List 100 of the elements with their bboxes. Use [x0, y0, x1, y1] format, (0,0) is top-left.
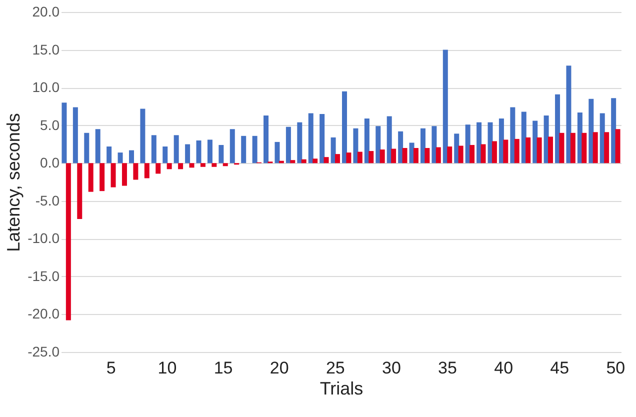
bar — [480, 144, 486, 164]
bar — [162, 146, 168, 164]
bar — [297, 122, 302, 164]
y-tick-label: 15.0 — [32, 41, 60, 58]
bar — [413, 148, 418, 164]
bar — [380, 150, 385, 164]
bar — [301, 159, 306, 164]
x-tick-label: 45 — [550, 358, 570, 378]
bar — [151, 135, 156, 164]
bar — [185, 144, 190, 164]
bar — [588, 98, 594, 164]
bar — [548, 136, 554, 164]
x-tick-label: 35 — [438, 358, 457, 378]
bar — [436, 147, 441, 164]
bar — [488, 122, 493, 164]
y-tick-label: -5.0 — [35, 192, 60, 208]
bar — [290, 160, 296, 164]
bar — [320, 114, 325, 164]
bar — [536, 137, 542, 164]
bar — [615, 129, 620, 164]
bar — [604, 132, 610, 164]
bar — [122, 163, 127, 186]
bar — [368, 151, 374, 164]
bar — [286, 126, 291, 164]
y-tick-label: -10.0 — [28, 230, 60, 246]
bar — [144, 163, 150, 178]
bar — [88, 163, 94, 192]
bar — [95, 129, 100, 164]
y-tick-label: -25.0 — [28, 344, 60, 360]
bar — [521, 112, 526, 164]
bar — [376, 126, 381, 164]
bar — [230, 129, 235, 164]
bar — [66, 163, 71, 320]
bar — [465, 124, 470, 164]
bar — [264, 116, 269, 164]
bar — [218, 144, 224, 164]
bar — [77, 163, 82, 220]
bar — [559, 132, 564, 164]
bar — [222, 163, 228, 166]
y-tick-label: -20.0 — [28, 306, 60, 322]
bar — [330, 137, 336, 164]
bar — [110, 163, 116, 188]
bar — [84, 132, 90, 164]
bar — [555, 94, 560, 164]
bar — [72, 107, 78, 164]
bar — [62, 102, 67, 164]
bar — [312, 158, 318, 164]
bar — [514, 138, 520, 164]
bar — [402, 148, 408, 164]
x-tick-label: 25 — [326, 358, 345, 378]
bar — [128, 150, 134, 164]
bar — [424, 148, 430, 164]
bar — [458, 146, 464, 164]
bar — [570, 132, 576, 164]
y-tick-label: 5.0 — [40, 116, 60, 133]
bar — [189, 163, 194, 168]
bar — [212, 163, 217, 167]
x-tick-label: 30 — [382, 358, 401, 378]
bar — [342, 91, 348, 164]
x-tick-label: 50 — [606, 358, 626, 378]
x-tick-label: 10 — [158, 358, 177, 378]
bar — [611, 98, 616, 164]
bar — [166, 163, 172, 170]
bar — [196, 140, 202, 164]
bar — [364, 118, 370, 164]
bar — [174, 135, 179, 164]
bar — [324, 157, 329, 164]
bar — [357, 152, 362, 164]
bar — [334, 154, 340, 164]
y-tick-label: -15.0 — [28, 268, 60, 284]
bar — [207, 140, 212, 164]
bar — [503, 140, 508, 164]
x-tick-label: 15 — [214, 358, 233, 378]
bar — [140, 108, 146, 164]
x-tick-label: 5 — [106, 358, 116, 378]
bar — [566, 66, 572, 164]
bar — [398, 131, 404, 164]
x-axis-title: Trials — [320, 378, 364, 398]
y-tick-label: 10.0 — [32, 79, 60, 96]
bar — [582, 132, 587, 164]
bar — [454, 134, 460, 164]
bar — [118, 152, 123, 164]
bar — [200, 163, 206, 167]
bar — [510, 107, 516, 164]
bar — [106, 146, 112, 164]
bar — [252, 136, 258, 164]
bar — [447, 146, 452, 164]
bar — [532, 120, 538, 164]
bar — [476, 122, 482, 164]
bar — [420, 128, 426, 164]
bar — [470, 144, 475, 164]
y-tick-label: 0.0 — [40, 154, 60, 171]
bar — [274, 142, 280, 164]
bar — [391, 148, 396, 164]
bar — [178, 163, 184, 170]
bar — [100, 163, 105, 192]
x-tick-label: 40 — [494, 358, 514, 378]
y-axis-title: Latency, seconds — [4, 113, 24, 252]
bar — [492, 141, 497, 164]
bar — [526, 137, 531, 164]
